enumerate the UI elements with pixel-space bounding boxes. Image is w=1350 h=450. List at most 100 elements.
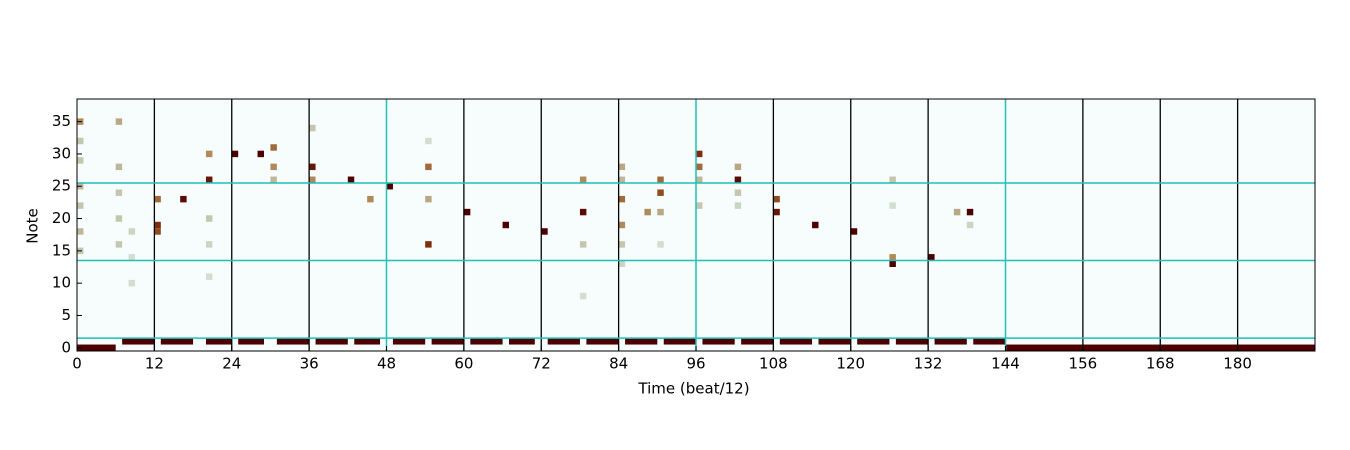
cell — [618, 241, 626, 248]
x-tick-label: 60 — [454, 355, 473, 373]
cell — [425, 241, 432, 248]
cell — [463, 208, 471, 216]
note-segment — [663, 338, 696, 345]
cell — [657, 176, 664, 183]
cell — [579, 241, 587, 248]
cell — [425, 137, 432, 145]
cell — [77, 202, 84, 209]
cell — [889, 202, 896, 209]
cell — [889, 260, 896, 267]
cell — [270, 163, 277, 171]
cell — [928, 254, 935, 261]
cell — [734, 163, 742, 171]
cell — [657, 189, 664, 196]
cell — [115, 215, 123, 222]
cell — [128, 279, 136, 287]
cell — [618, 176, 626, 183]
cell — [889, 176, 896, 183]
cell — [734, 202, 742, 209]
x-tick-label: 108 — [759, 355, 788, 373]
y-tick-label: 25 — [52, 177, 71, 195]
cell — [205, 215, 213, 222]
note-segment — [857, 338, 890, 345]
cell — [347, 176, 355, 183]
cell — [205, 150, 213, 158]
note-segment — [122, 338, 155, 345]
note-segment — [934, 338, 967, 345]
x-tick-label: 120 — [836, 355, 865, 373]
note-segment — [431, 338, 464, 345]
note-segment — [779, 338, 813, 345]
x-tick-label: 156 — [1069, 355, 1098, 373]
x-axis-label: Time (beat/12) — [637, 380, 749, 398]
note-segment — [702, 338, 735, 345]
cell — [205, 273, 213, 280]
cell — [309, 163, 316, 171]
cell — [205, 241, 213, 248]
cell — [889, 254, 896, 261]
note-segment — [741, 338, 774, 345]
cell — [644, 208, 651, 216]
cell — [128, 254, 136, 261]
cell — [579, 292, 587, 300]
cell — [128, 228, 136, 235]
x-tick-label: 84 — [609, 355, 628, 373]
x-tick-label: 132 — [914, 355, 943, 373]
note-segment — [818, 338, 851, 345]
x-tick-label: 24 — [222, 355, 241, 373]
y-axis-label: Note — [24, 208, 42, 244]
cell — [77, 157, 84, 164]
cell — [270, 176, 277, 183]
note-segment — [160, 338, 194, 345]
cell — [618, 163, 626, 171]
cell — [115, 241, 123, 248]
cell — [966, 221, 974, 229]
x-tick-label: 96 — [686, 355, 705, 373]
cell — [205, 176, 213, 183]
cell — [812, 221, 819, 229]
x-tick-label: 12 — [145, 355, 164, 373]
note-segment — [470, 338, 503, 345]
cell — [115, 118, 123, 125]
cell — [657, 241, 664, 248]
cell — [696, 202, 703, 209]
note-segment — [276, 338, 310, 345]
note-segment — [392, 338, 426, 345]
cell — [270, 144, 277, 151]
y-tick-label: 10 — [52, 274, 71, 292]
y-tick-label: 30 — [52, 144, 71, 162]
cell — [309, 176, 316, 183]
cell — [425, 195, 432, 203]
cell — [773, 195, 780, 203]
x-tick-label: 180 — [1223, 355, 1252, 373]
cell — [77, 228, 84, 235]
x-tick-label: 0 — [72, 355, 82, 373]
cell — [734, 176, 742, 183]
x-tick-label: 72 — [532, 355, 551, 373]
cell — [115, 189, 123, 196]
note-segment — [586, 338, 619, 345]
cell — [696, 150, 703, 158]
x-tick-label: 36 — [300, 355, 319, 373]
y-tick-label: 0 — [61, 338, 71, 356]
cell — [618, 260, 626, 267]
y-tick-label: 20 — [52, 209, 71, 227]
cell — [309, 124, 316, 132]
note-segment — [547, 338, 580, 345]
note-segment — [625, 338, 658, 345]
cell — [966, 208, 974, 216]
cell — [657, 208, 664, 216]
cell — [231, 150, 239, 158]
note-segment — [354, 338, 381, 345]
cell — [953, 208, 961, 216]
x-tick-label: 48 — [377, 355, 396, 373]
x-tick-label: 144 — [991, 355, 1020, 373]
cell — [154, 221, 161, 229]
note-segment — [509, 338, 535, 345]
cell — [180, 195, 187, 203]
y-tick-label: 5 — [61, 306, 71, 324]
cell — [696, 163, 703, 171]
cell — [618, 195, 626, 203]
cell — [154, 195, 161, 203]
